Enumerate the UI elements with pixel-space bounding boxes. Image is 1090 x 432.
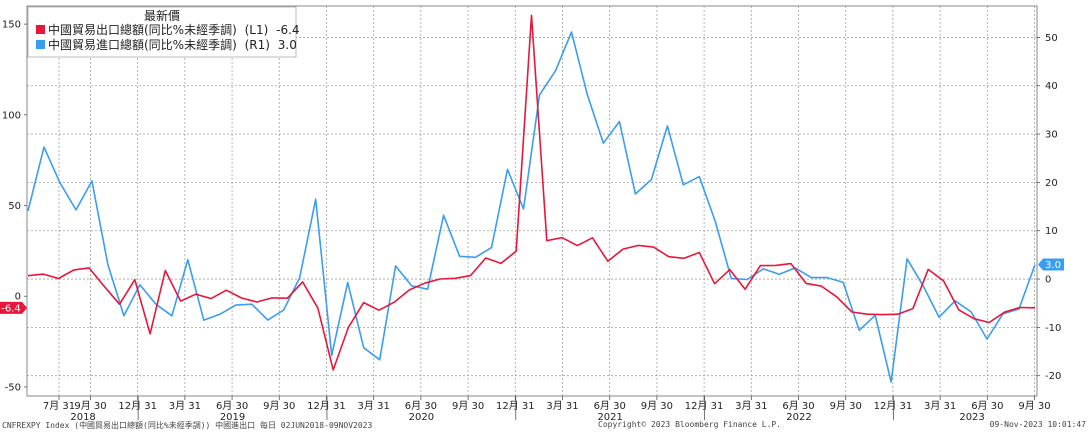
- x-tick-label: 3月 31: [546, 400, 578, 412]
- x-tick-label: 3月 31: [735, 400, 767, 412]
- current-value-tag-left: [0, 301, 27, 314]
- legend-axis-export: (L1): [245, 23, 269, 37]
- legend: 最新價 中國貿易出口總額(同比%未經季調) (L1) -6.4 中國貿易進口總額…: [27, 6, 300, 58]
- legend-swatch-export: [36, 25, 45, 34]
- footer-center: Copyright© 2023 Bloomberg Finance L.P.: [598, 420, 782, 429]
- grid-lines: [27, 6, 1037, 396]
- x-tick-label: 3月 31: [169, 400, 201, 412]
- x-tick-label: 3月 31: [924, 400, 956, 412]
- right-tick-label: 30: [1045, 130, 1058, 141]
- current-value-label-left: -6.4: [1, 303, 21, 314]
- footer-left: CNFREXPY Index (中國貿易出口總額(同比%未經季調)) 中國進出口…: [2, 421, 373, 430]
- x-tick-label: 6月 30: [971, 400, 1003, 412]
- x-tick-label: 7月 31: [43, 400, 75, 412]
- x-tick-label: 6月 30: [782, 400, 814, 412]
- plot-area-frame: [26, 5, 1038, 397]
- x-tick-label: 12月 31: [118, 400, 157, 412]
- left-tick-label: 150: [2, 20, 21, 31]
- left-axis-ticks: 150 100 50 0 -50: [2, 20, 27, 393]
- x-tick-label: 12月 31: [874, 400, 913, 412]
- right-tick-label: 0: [1045, 275, 1051, 286]
- x-tick-label: 9月 30: [1018, 400, 1050, 412]
- x-year-label: 2018: [70, 412, 95, 420]
- x-year-label: 2022: [786, 412, 811, 420]
- x-year-label: 2019: [220, 412, 245, 420]
- x-axis-year-labels: 2018 2019 2020 2021 2022 2023: [70, 396, 985, 420]
- x-tick-label: 9月 30: [641, 400, 673, 412]
- svg-text:中國貿易出口總額(同比%未經季調) (L1): 中國貿易出口總額(同比%未經季調) (L1) -6.4: [48, 22, 300, 37]
- x-tick-label: 6月 30: [594, 400, 626, 412]
- footer-right: 09-Nov-2023 10:01:47: [989, 420, 1086, 429]
- left-tick-label: -50: [5, 382, 21, 393]
- x-tick-label: 9月 30: [74, 400, 106, 412]
- current-value-tag-right: [1038, 258, 1064, 271]
- left-tick-label: 0: [15, 292, 21, 303]
- x-tick-label: 9月 30: [263, 400, 295, 412]
- right-axis-ticks: 50 40 30 20 10 0 -10 -20: [1037, 33, 1061, 382]
- legend-label-import: 中國貿易進口總額(同比%未經季調): [48, 37, 237, 52]
- x-tick-label: 12月 31: [496, 400, 535, 412]
- series-layer: [27, 14, 1036, 383]
- x-tick-label: 9月 30: [452, 400, 484, 412]
- current-value-label-right: 3.0: [1045, 260, 1061, 271]
- right-tick-label: -20: [1045, 371, 1061, 382]
- right-tick-label: 20: [1045, 178, 1058, 189]
- legend-title: 最新價: [144, 8, 180, 23]
- x-year-label: 2020: [409, 412, 434, 420]
- current-value-labels: -6.4 3.0: [0, 258, 1064, 314]
- right-tick-label: 40: [1045, 81, 1058, 92]
- legend-value-export: -6.4: [276, 23, 299, 37]
- x-tick-label: 12月 31: [307, 400, 346, 412]
- x-tick-label: 3月 31: [358, 400, 390, 412]
- legend-swatch-import: [36, 40, 45, 49]
- x-year-label: 2023: [959, 412, 984, 420]
- legend-value-import: 3.0: [278, 38, 297, 52]
- legend-label-export: 中國貿易出口總額(同比%未經季調): [48, 22, 237, 37]
- right-tick-label: 10: [1045, 226, 1058, 237]
- right-tick-label: -10: [1045, 323, 1061, 334]
- x-axis-ticks: 7月 31 9月 30 12月 31 3月 31 6月 30 9月 30 12月 31 3月 …: [43, 396, 1051, 412]
- series-line-import: [27, 31, 1036, 383]
- x-tick-label: 6月 30: [216, 400, 248, 412]
- svg-text:中國貿易進口總額(同比%未經季調) (R1): 中國貿易進口總額(同比%未經季調) (R1) 3.0: [48, 37, 297, 52]
- left-tick-label: 50: [8, 201, 21, 212]
- series-line-export: [27, 14, 1036, 371]
- x-year-label: 2021: [597, 412, 622, 420]
- x-tick-label: 9月 30: [830, 400, 862, 412]
- right-tick-label: 50: [1045, 33, 1058, 44]
- x-tick-label: 6月 30: [405, 400, 437, 412]
- left-tick-label: 100: [2, 110, 21, 121]
- legend-box: [27, 6, 297, 58]
- legend-axis-import: (R1): [245, 38, 270, 52]
- x-tick-label: 12月 31: [685, 400, 724, 412]
